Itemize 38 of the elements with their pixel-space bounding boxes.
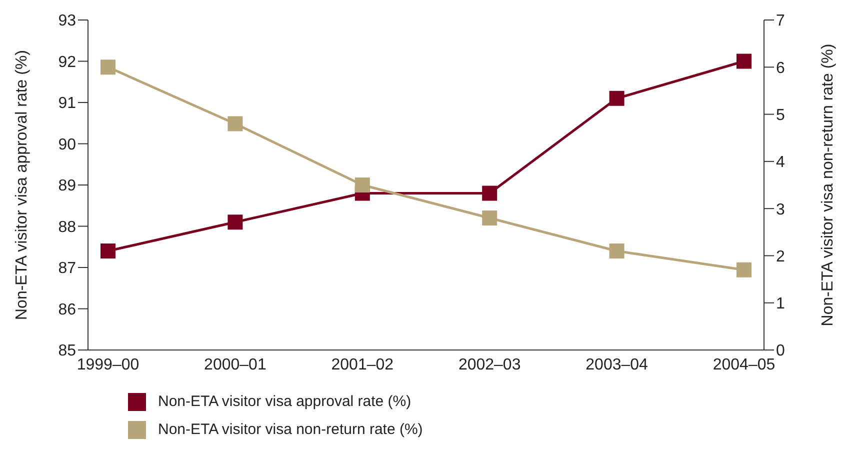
y-tick-label: 88 — [58, 218, 76, 236]
y2-tick-label: 0 — [776, 342, 785, 360]
y-tick-label: 89 — [58, 178, 76, 195]
y2-tick-label: 7 — [776, 12, 785, 30]
x-tick-label: 2000–01 — [204, 356, 266, 374]
y-axis-title: Non-ETA visitor visa approval rate (%) — [14, 50, 31, 320]
y-tick-label: 85 — [58, 342, 76, 360]
y-tick-label: 90 — [58, 136, 76, 154]
x-tick-label: 2002–03 — [458, 356, 521, 374]
y2-tick-label: 2 — [776, 248, 785, 266]
point — [100, 60, 116, 75]
point — [736, 262, 752, 278]
y2-tick-label: 4 — [776, 154, 785, 172]
y-tick-label: 91 — [58, 95, 76, 112]
y-tick-label: 86 — [58, 301, 76, 318]
point — [228, 116, 243, 132]
legend-label: Non-ETA visitor visa non-return rate (%) — [158, 420, 424, 440]
point — [609, 244, 624, 258]
point — [354, 178, 370, 192]
y-tick-label: 93 — [58, 12, 76, 30]
point — [736, 54, 752, 69]
point — [482, 186, 498, 201]
y2-tick-label: 5 — [776, 106, 785, 124]
x-tick-label: 2004–05 — [712, 356, 776, 374]
y2-tick-label: 1 — [776, 296, 785, 313]
y-tick-label: 92 — [58, 54, 76, 71]
y2-tick-label: 6 — [776, 60, 785, 77]
x-tick-label: 1999–00 — [76, 356, 140, 374]
point — [609, 90, 624, 106]
x-tick-label: 2001–02 — [331, 356, 394, 374]
y2-tick-label: 3 — [776, 201, 785, 218]
x-tick-label: 2003–04 — [586, 356, 648, 374]
point — [228, 214, 243, 230]
point — [100, 244, 116, 258]
y2-axis-title: Non-ETA visitor visa non-return rate (%) — [820, 44, 837, 326]
y-tick-label: 87 — [58, 260, 76, 278]
point — [482, 210, 498, 226]
legend-label: Non-ETA visitor visa approval rate (%) — [158, 392, 412, 412]
